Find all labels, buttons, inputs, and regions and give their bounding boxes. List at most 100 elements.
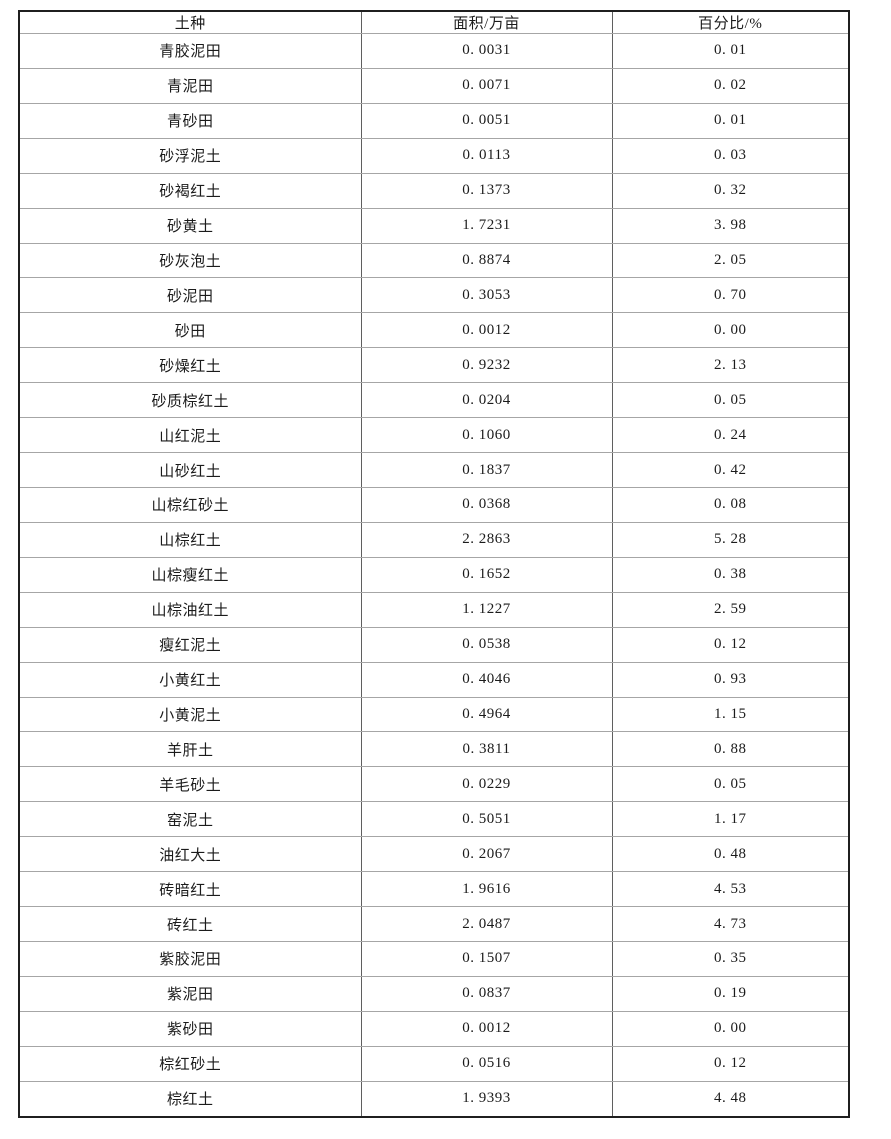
area-cell: 0. 3811 [360,731,613,768]
percent-cell: 0. 05 [611,382,850,419]
percent-cell: 0. 24 [611,417,850,454]
soil-type-cell: 紫泥田 [18,975,362,1012]
percent-cell: 0. 32 [611,172,850,209]
soil-type-cell: 砂质棕红土 [18,382,362,419]
table-row: 油红大土 0. 2067 0. 48 [18,836,850,873]
column-header-soil-type: 土种 [18,10,362,34]
percent-cell: 0. 00 [611,312,850,349]
area-cell: 1. 7231 [360,207,613,244]
soil-type-cell: 山棕瘦红土 [18,556,362,593]
area-cell: 0. 0538 [360,626,613,663]
area-cell: 0. 1373 [360,172,613,209]
soil-type-cell: 油红大土 [18,836,362,873]
table-header: 土种 面积/万亩 百分比/% [18,10,850,34]
soil-type-cell: 山红泥土 [18,417,362,454]
table-row: 山红泥土 0. 1060 0. 24 [18,417,850,454]
area-cell: 0. 1507 [360,940,613,977]
soil-type-cell: 砂褐红土 [18,172,362,209]
percent-cell: 0. 70 [611,277,850,314]
table-row: 羊肝土 0. 3811 0. 88 [18,731,850,768]
table-row: 山棕红土 2. 2863 5. 28 [18,521,850,558]
percent-cell: 4. 48 [611,1080,850,1118]
soil-type-cell: 青砂田 [18,102,362,139]
area-cell: 0. 4964 [360,696,613,733]
soil-type-cell: 山砂红土 [18,452,362,488]
area-cell: 0. 0368 [360,486,613,523]
soil-area-table: 土种 面积/万亩 百分比/% 青胶泥田 0. 0031 0. 01 青泥田 0.… [18,10,850,1118]
soil-type-cell: 砂泥田 [18,277,362,314]
soil-type-cell: 紫胶泥田 [18,940,362,977]
table-row: 羊毛砂土 0. 0229 0. 05 [18,766,850,803]
percent-cell: 0. 12 [611,1045,850,1082]
percent-cell: 0. 02 [611,67,850,104]
soil-type-cell: 棕红砂土 [18,1045,362,1082]
soil-type-cell: 瘦红泥土 [18,626,362,663]
soil-type-cell: 棕红土 [18,1080,362,1118]
column-header-percent: 百分比/% [611,10,850,34]
table-body: 青胶泥田 0. 0031 0. 01 青泥田 0. 0071 0. 02 青砂田… [18,33,850,1118]
percent-cell: 0. 93 [611,661,850,698]
table-row: 山棕瘦红土 0. 1652 0. 38 [18,556,850,593]
area-cell: 0. 0229 [360,766,613,803]
area-cell: 1. 9393 [360,1080,613,1118]
percent-cell: 2. 05 [611,242,850,279]
soil-type-cell: 紫砂田 [18,1010,362,1047]
percent-cell: 0. 35 [611,940,850,977]
soil-type-cell: 砂燥红土 [18,347,362,384]
percent-cell: 0. 19 [611,975,850,1012]
table-row: 砂黄土 1. 7231 3. 98 [18,207,850,244]
area-cell: 0. 0113 [360,137,613,174]
area-cell: 0. 1652 [360,556,613,593]
soil-type-cell: 砂灰泡土 [18,242,362,279]
table-row: 紫砂田 0. 0012 0. 00 [18,1010,850,1047]
table-row: 窑泥土 0. 5051 1. 17 [18,801,850,838]
area-cell: 0. 8874 [360,242,613,279]
table-row: 砂泥田 0. 3053 0. 70 [18,277,850,314]
area-cell: 0. 0031 [360,33,613,69]
percent-cell: 0. 42 [611,452,850,488]
percent-cell: 5. 28 [611,521,850,558]
table-row: 山棕油红土 1. 1227 2. 59 [18,591,850,628]
soil-type-cell: 羊肝土 [18,731,362,768]
percent-cell: 0. 03 [611,137,850,174]
table-row: 棕红土 1. 9393 4. 48 [18,1080,850,1118]
area-cell: 1. 9616 [360,871,613,908]
soil-type-cell: 小黄泥土 [18,696,362,733]
table-row: 山棕红砂土 0. 0368 0. 08 [18,486,850,523]
percent-cell: 0. 01 [611,102,850,139]
area-cell: 0. 0012 [360,312,613,349]
area-cell: 0. 5051 [360,801,613,838]
percent-cell: 0. 12 [611,626,850,663]
area-cell: 0. 0516 [360,1045,613,1082]
table-row: 青胶泥田 0. 0031 0. 01 [18,33,850,69]
table-row: 砂褐红土 0. 1373 0. 32 [18,172,850,209]
percent-cell: 0. 08 [611,486,850,523]
percent-cell: 2. 59 [611,591,850,628]
area-cell: 0. 0012 [360,1010,613,1047]
soil-type-cell: 山棕油红土 [18,591,362,628]
table-row: 小黄泥土 0. 4964 1. 15 [18,696,850,733]
percent-cell: 0. 05 [611,766,850,803]
table-row: 砂田 0. 0012 0. 00 [18,312,850,349]
table-row: 紫胶泥田 0. 1507 0. 35 [18,940,850,977]
table-row: 砖红土 2. 0487 4. 73 [18,906,850,942]
area-cell: 0. 0837 [360,975,613,1012]
area-cell: 0. 0051 [360,102,613,139]
table-row: 砂燥红土 0. 9232 2. 13 [18,347,850,384]
soil-type-cell: 砖暗红土 [18,871,362,908]
area-cell: 0. 9232 [360,347,613,384]
table-row: 砖暗红土 1. 9616 4. 53 [18,871,850,908]
percent-cell: 0. 88 [611,731,850,768]
area-cell: 0. 4046 [360,661,613,698]
percent-cell: 0. 48 [611,836,850,873]
area-cell: 0. 3053 [360,277,613,314]
table-row: 山砂红土 0. 1837 0. 42 [18,452,850,488]
area-cell: 0. 1837 [360,452,613,488]
soil-type-cell: 砂田 [18,312,362,349]
soil-type-cell: 羊毛砂土 [18,766,362,803]
soil-type-cell: 山棕红砂土 [18,486,362,523]
area-cell: 1. 1227 [360,591,613,628]
table-row: 青砂田 0. 0051 0. 01 [18,102,850,139]
table-row: 棕红砂土 0. 0516 0. 12 [18,1045,850,1082]
percent-cell: 0. 01 [611,33,850,69]
